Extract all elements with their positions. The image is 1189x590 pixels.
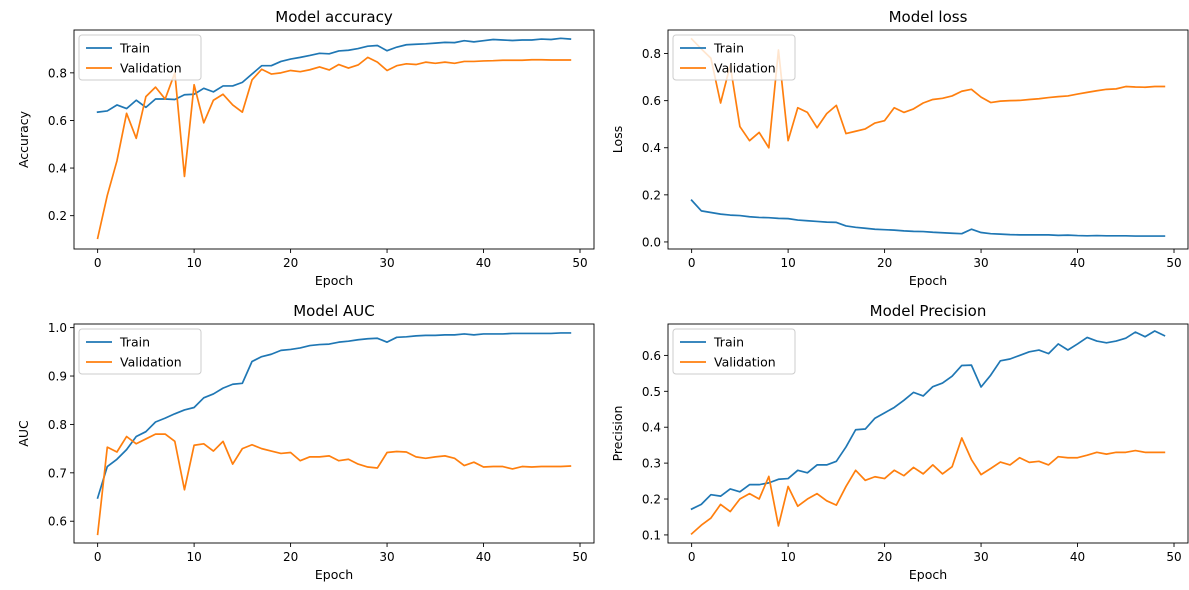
y-tick-label: 0.6 bbox=[642, 349, 661, 363]
axes-frame bbox=[73, 29, 595, 250]
y-tick-label: 0.0 bbox=[642, 235, 661, 249]
x-tick-label: 10 bbox=[780, 256, 795, 270]
legend-label-validation: Validation bbox=[714, 61, 776, 76]
chart-panel-4: Model Precision 0 10 20 30 40 50 0.1 0.2 0.3 0.4 0.… bbox=[610, 302, 1189, 582]
y-tick-label: 0.4 bbox=[642, 141, 661, 155]
y-axis-label: AUC bbox=[16, 420, 31, 447]
x-axis-label: Epoch bbox=[909, 567, 947, 582]
y-tick-label: 0.1 bbox=[642, 528, 661, 542]
y-tick-label: 0.6 bbox=[642, 94, 661, 108]
legend: Train Validation bbox=[672, 328, 796, 375]
chart-panel-1: Model accuracy 0 10 20 30 40 50 0.2 0.4 0.6 0.8 Epo… bbox=[16, 8, 595, 288]
x-tick-label: 50 bbox=[572, 550, 587, 564]
x-axis-label: Epoch bbox=[315, 273, 353, 288]
y-tick-label: 0.8 bbox=[48, 66, 67, 80]
y-tick-label: 0.4 bbox=[642, 421, 661, 435]
x-tick-label: 40 bbox=[476, 550, 491, 564]
x-tick-label: 30 bbox=[379, 550, 394, 564]
y-tick-label: 0.6 bbox=[48, 515, 67, 529]
x-tick-label: 30 bbox=[379, 256, 394, 270]
y-tick-label: 0.4 bbox=[48, 162, 67, 176]
x-axis-label: Epoch bbox=[315, 567, 353, 582]
y-axis-label: Precision bbox=[610, 406, 625, 462]
x-tick-label: 50 bbox=[1166, 550, 1181, 564]
series-line-validation bbox=[690, 37, 1166, 149]
chart-panel-3: Model AUC 0 10 20 30 40 50 0.6 0.7 0.8 0.9 1.0 Epoch… bbox=[16, 302, 595, 582]
chart-title: Model AUC bbox=[293, 302, 375, 320]
legend: Train Validation bbox=[672, 34, 796, 81]
legend-label-train: Train bbox=[713, 335, 744, 350]
series-line-train bbox=[690, 199, 1166, 237]
axes-frame bbox=[667, 29, 1189, 250]
legend-label-validation: Validation bbox=[120, 61, 182, 76]
y-tick-label: 0.5 bbox=[642, 385, 661, 399]
x-tick-label: 40 bbox=[476, 256, 491, 270]
series-line-validation bbox=[96, 56, 572, 240]
legend-label-train: Train bbox=[713, 41, 744, 56]
x-tick-label: 0 bbox=[688, 256, 696, 270]
y-tick-label: 0.3 bbox=[642, 457, 661, 471]
series-line-train bbox=[96, 332, 572, 500]
y-tick-label: 0.8 bbox=[642, 47, 661, 61]
x-axis-label: Epoch bbox=[909, 273, 947, 288]
x-tick-label: 40 bbox=[1070, 550, 1085, 564]
y-tick-label: 0.8 bbox=[48, 418, 67, 432]
x-tick-label: 0 bbox=[94, 550, 102, 564]
legend: Train Validation bbox=[78, 328, 202, 375]
chart-title: Model Precision bbox=[870, 302, 987, 320]
legend-label-train: Train bbox=[119, 41, 150, 56]
legend-label-validation: Validation bbox=[714, 355, 776, 370]
x-tick-label: 0 bbox=[94, 256, 102, 270]
x-tick-label: 40 bbox=[1070, 256, 1085, 270]
x-tick-label: 20 bbox=[283, 256, 298, 270]
chart-title: Model accuracy bbox=[275, 8, 393, 26]
x-tick-label: 20 bbox=[877, 550, 892, 564]
x-tick-label: 50 bbox=[572, 256, 587, 270]
y-tick-label: 0.2 bbox=[642, 493, 661, 507]
legend: Train Validation bbox=[78, 34, 202, 81]
x-tick-label: 30 bbox=[973, 256, 988, 270]
y-tick-label: 0.2 bbox=[48, 209, 67, 223]
x-tick-label: 10 bbox=[780, 550, 795, 564]
y-tick-label: 0.7 bbox=[48, 466, 67, 480]
y-tick-label: 0.6 bbox=[48, 114, 67, 128]
x-tick-label: 20 bbox=[283, 550, 298, 564]
y-axis-label: Accuracy bbox=[16, 110, 31, 168]
chart-panel-2: Model loss 0 10 20 30 40 50 0.0 0.2 0.4 0.6 0.8 Epoc… bbox=[610, 8, 1189, 288]
x-tick-label: 30 bbox=[973, 550, 988, 564]
x-tick-label: 20 bbox=[877, 256, 892, 270]
x-tick-label: 10 bbox=[186, 550, 201, 564]
y-tick-label: 1.0 bbox=[48, 321, 67, 335]
axes-frame bbox=[667, 323, 1189, 544]
axes-frame bbox=[73, 323, 595, 544]
legend-label-validation: Validation bbox=[120, 355, 182, 370]
y-axis-label: Loss bbox=[610, 126, 625, 153]
chart-title: Model loss bbox=[889, 8, 968, 26]
series-line-validation bbox=[96, 433, 572, 536]
y-tick-label: 0.2 bbox=[642, 188, 661, 202]
x-tick-label: 10 bbox=[186, 256, 201, 270]
legend-label-train: Train bbox=[119, 335, 150, 350]
series-line-validation bbox=[690, 437, 1166, 536]
x-tick-label: 50 bbox=[1166, 256, 1181, 270]
x-tick-label: 0 bbox=[688, 550, 696, 564]
y-tick-label: 0.9 bbox=[48, 370, 67, 384]
